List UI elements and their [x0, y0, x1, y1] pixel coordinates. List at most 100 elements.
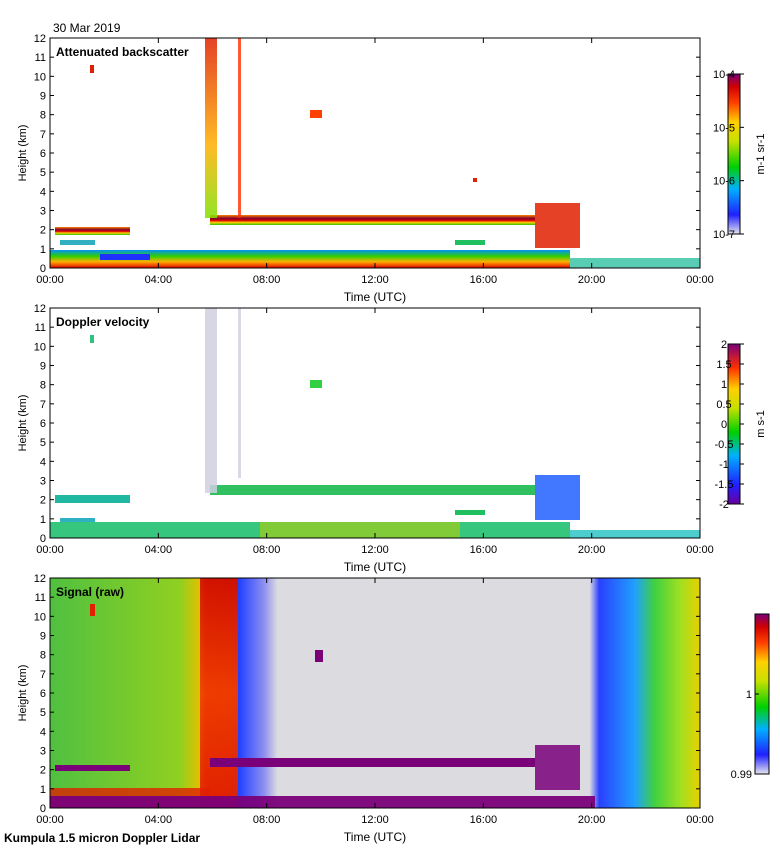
y-tick-label: 0 [40, 533, 46, 545]
precip-streak [205, 308, 217, 493]
y-tick-label: 6 [40, 688, 46, 700]
y-tick-label: 9 [40, 91, 46, 103]
x-tick-label: 20:00 [578, 274, 606, 286]
velocity-patch [90, 335, 94, 343]
y-tick-label: 2 [40, 225, 46, 237]
boundary-layer-turbulence [260, 522, 460, 538]
y-tick-label: 10 [34, 611, 46, 623]
precip-streak [205, 38, 217, 218]
y-tick-label: 12 [34, 33, 46, 45]
y-tick-label: 8 [40, 380, 46, 392]
early-cloud [55, 227, 130, 235]
cloud-layer [210, 485, 535, 495]
cloud-thick [535, 475, 580, 520]
y-tick-label: 10 [34, 71, 46, 83]
x-tick-label: 20:00 [578, 814, 606, 826]
colorbar-tick-label: 10-6 [713, 176, 735, 188]
cloud-thick [535, 203, 580, 248]
signal-strong-column [200, 578, 238, 808]
x-ticks: 00:00 04:00 08:00 12:00 16:00 20:00 00:00 [36, 578, 714, 826]
y-tick-label: 7 [40, 669, 46, 681]
y-tick-label: 11 [35, 322, 46, 334]
x-tick-label: 12:00 [361, 814, 389, 826]
x-tick-label: 04:00 [145, 544, 173, 556]
signal-field [50, 578, 700, 808]
y-tick-label: 3 [40, 746, 46, 758]
y-tick-label: 11 [35, 592, 46, 604]
x-tick-label: 16:00 [470, 544, 498, 556]
colorbar-tick-label: 0 [721, 419, 727, 431]
colorbar-tick-label: -0.5 [715, 439, 734, 451]
x-ticks: 00:00 04:00 08:00 12:00 16:00 20:00 00:00 [36, 38, 714, 286]
y-tick-label: 5 [40, 707, 46, 719]
instrument-label: Kumpula 1.5 micron Doppler Lidar [4, 831, 200, 845]
aerosol-patch [473, 178, 477, 182]
y-tick-label: 8 [40, 650, 46, 662]
cloud-layer [210, 215, 535, 225]
y-tick-label: 4 [40, 186, 46, 198]
colorbar-tick-label: -1.5 [715, 479, 734, 491]
x-tick-label: 00:00 [36, 814, 64, 826]
colorbar-tick-label: -1 [719, 459, 729, 471]
velocity-field [50, 308, 700, 538]
y-tick-label: 4 [40, 456, 46, 468]
colorbar-label: m-1 sr-1 [755, 134, 767, 175]
cloud-thick [535, 745, 580, 790]
x-axis-label: Time (UTC) [344, 560, 406, 574]
x-ticks: 00:00 04:00 08:00 12:00 16:00 20:00 00:00 [36, 308, 714, 556]
panel-doppler: Doppler velocity Height (km) Time (UTC) … [17, 303, 767, 574]
y-axis-label: Height (km) [17, 125, 29, 182]
panel-title: Attenuated backscatter [56, 45, 189, 59]
velocity-patch [310, 380, 322, 388]
colorbar-tick-label: 2 [721, 339, 727, 351]
x-tick-label: 00:00 [686, 814, 714, 826]
x-tick-label: 12:00 [361, 274, 389, 286]
y-tick-label: 12 [34, 573, 46, 585]
x-tick-label: 08:00 [253, 274, 281, 286]
date-label: 30 Mar 2019 [53, 21, 121, 35]
y-tick-label: 1 [40, 244, 46, 256]
precip-streak-thin [238, 308, 241, 478]
plot-area [50, 38, 700, 268]
panel-title: Signal (raw) [56, 585, 124, 599]
boundary-layer-signal [50, 796, 595, 808]
signal-patch [315, 650, 323, 662]
x-tick-label: 00:00 [686, 544, 714, 556]
colorbar-tick-label: 1 [721, 379, 727, 391]
colorbar-tick-label: 10-5 [713, 122, 735, 134]
y-tick-label: 2 [40, 765, 46, 777]
y-tick-label: 8 [40, 110, 46, 122]
early-cloud [55, 765, 130, 771]
colorbar-tick-label: 10-4 [713, 69, 735, 81]
colorbar-ticks: 10-7 10-6 10-5 10-4 [713, 69, 744, 241]
colorbar-ticks: -2 -1.5 -1 -0.5 0 0.5 1 1.5 2 [715, 339, 744, 511]
colorbar-tick-label: 0.99 [731, 769, 752, 781]
boundary-layer-night [570, 530, 700, 538]
x-tick-label: 00:00 [36, 274, 64, 286]
low-cloud [60, 240, 95, 245]
y-axis-label: Height (km) [17, 395, 29, 452]
y-tick-label: 10 [34, 341, 46, 353]
y-tick-label: 0 [40, 803, 46, 815]
x-tick-label: 16:00 [470, 274, 498, 286]
y-tick-label: 7 [40, 129, 46, 141]
boundary-layer [50, 250, 570, 268]
y-tick-label: 3 [40, 476, 46, 488]
x-axis-label: Time (UTC) [344, 830, 406, 844]
x-tick-label: 12:00 [361, 544, 389, 556]
y-tick-label: 2 [40, 495, 46, 507]
colorbar [727, 73, 741, 235]
early-cloud [55, 495, 130, 503]
y-tick-label: 9 [40, 361, 46, 373]
y-tick-label: 6 [40, 418, 46, 430]
aerosol-patch [90, 65, 94, 73]
y-tick-label: 7 [40, 399, 46, 411]
colorbar-label: m s-1 [755, 410, 767, 438]
y-axis-label: Height (km) [17, 665, 29, 722]
low-cloud [100, 254, 150, 260]
panel-backscatter: Attenuated backscatter Height (km) Time … [17, 33, 767, 304]
